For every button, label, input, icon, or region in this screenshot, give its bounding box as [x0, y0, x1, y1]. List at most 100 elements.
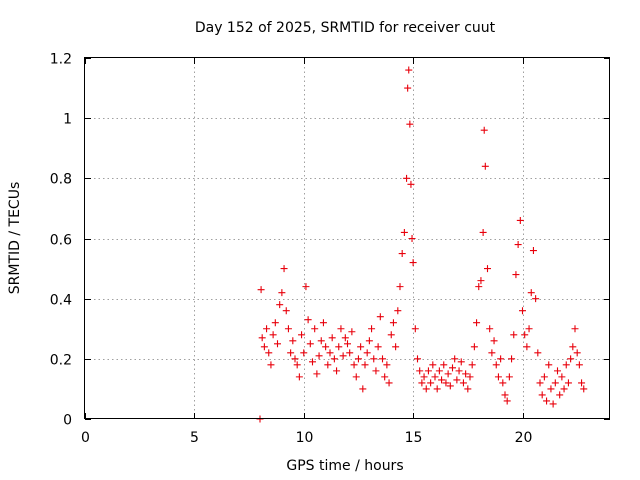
data-point: [335, 343, 343, 351]
data-point: [372, 367, 380, 375]
data-point: [394, 307, 402, 315]
data-point: [322, 343, 330, 351]
data-point: [346, 349, 354, 357]
y-tick-labels: 0 0.2 0.4 0.6 0.8 1 1.2: [50, 52, 72, 429]
data-point: [538, 391, 546, 399]
data-point: [300, 349, 308, 357]
data-point: [304, 316, 312, 324]
data-point: [564, 379, 572, 387]
data-point: [508, 355, 516, 363]
data-point: [404, 84, 412, 92]
data-point: [481, 162, 489, 170]
data-point: [438, 376, 446, 384]
data-point: [411, 325, 419, 333]
data-point: [505, 373, 513, 381]
data-point: [400, 228, 408, 236]
data-point: [512, 271, 520, 279]
data-point: [298, 331, 306, 339]
data-point: [396, 283, 404, 291]
x-tick-label: 15: [405, 430, 423, 446]
data-point: [315, 352, 323, 360]
data-point: [274, 340, 281, 348]
data-point: [387, 331, 395, 339]
data-point: [324, 361, 332, 369]
data-point: [427, 379, 435, 387]
data-point: [525, 325, 533, 333]
data-point: [359, 385, 367, 393]
data-point: [313, 370, 321, 378]
data-point: [429, 361, 437, 369]
data-point: [435, 367, 443, 375]
data-point: [473, 319, 481, 327]
data-point: [532, 295, 540, 303]
data-point: [490, 337, 498, 345]
data-point: [484, 265, 491, 273]
data-point: [431, 373, 439, 381]
data-point: [293, 361, 301, 369]
x-tick-label: 0: [81, 430, 90, 446]
data-point: [368, 325, 376, 333]
data-point: [257, 286, 265, 294]
data-point: [422, 385, 430, 393]
data-point: [558, 373, 566, 381]
data-point: [580, 385, 588, 393]
data-point: [527, 289, 535, 297]
data-point: [309, 358, 316, 366]
data-point: [494, 373, 502, 381]
data-point: [433, 385, 441, 393]
data-point: [328, 334, 336, 342]
data-point: [289, 337, 297, 345]
y-tick-label: 0: [63, 413, 72, 429]
data-point: [499, 379, 507, 387]
data-point: [416, 367, 424, 375]
x-tick-label: 20: [515, 430, 533, 446]
data-point: [549, 400, 557, 408]
data-point: [451, 355, 459, 363]
data-point: [446, 382, 454, 390]
data-point: [440, 361, 448, 369]
data-point: [276, 301, 284, 309]
data-point: [405, 66, 413, 74]
data-point: [464, 385, 472, 393]
data-point: [352, 373, 360, 381]
data-point: [543, 397, 551, 405]
data-point: [457, 358, 465, 366]
data-point: [280, 265, 288, 273]
data-point: [267, 361, 275, 369]
data-point: [374, 343, 382, 351]
data-point: [573, 349, 581, 357]
x-axis-label: GPS time / hours: [286, 458, 403, 474]
data-point: [486, 325, 494, 333]
y-tick-label: 0.6: [50, 233, 72, 249]
plot-frame: [84, 57, 610, 419]
data-point: [363, 349, 371, 357]
data-points: [256, 66, 588, 423]
axis-ticks: [85, 58, 610, 420]
data-point: [333, 367, 341, 375]
data-point: [306, 340, 314, 348]
data-point: [319, 319, 327, 327]
data-point: [501, 391, 509, 399]
data-point: [260, 343, 268, 351]
data-point: [403, 174, 411, 182]
x-tick-labels: 0 5 10 15 20: [81, 430, 532, 446]
data-point: [418, 379, 426, 387]
data-point: [571, 325, 579, 333]
y-axis-label: SRMTID / TECUs: [7, 182, 23, 295]
data-point: [470, 343, 478, 351]
data-point: [365, 337, 373, 345]
data-point: [455, 367, 463, 375]
data-point: [269, 331, 277, 339]
data-point: [326, 349, 334, 357]
data-point: [420, 373, 428, 381]
data-point: [523, 343, 531, 351]
x-tick-label: 5: [190, 430, 199, 446]
data-point: [492, 361, 500, 369]
data-point: [330, 355, 338, 363]
data-point: [480, 126, 488, 134]
data-point: [341, 334, 349, 342]
data-point: [536, 379, 544, 387]
data-point: [392, 343, 400, 351]
data-point: [516, 216, 524, 224]
data-point: [282, 307, 290, 315]
